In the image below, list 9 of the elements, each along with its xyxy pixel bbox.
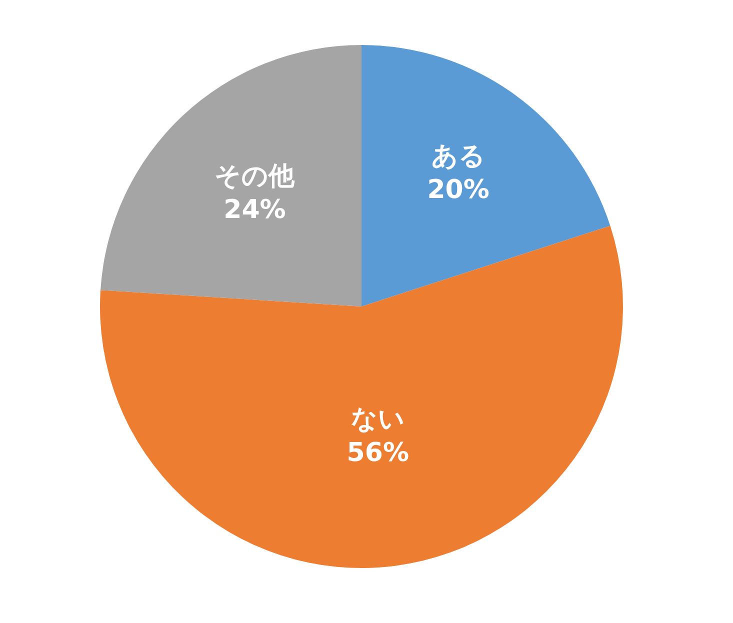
pie-slice (362, 45, 610, 306)
slice-label: その他 (214, 161, 296, 192)
data-label: 24% (224, 195, 286, 226)
data-label: 20% (427, 175, 490, 206)
pie-slice (100, 226, 622, 568)
data-label: 56% (346, 438, 410, 468)
slice-label: ある (431, 141, 486, 172)
pie-slice (100, 45, 362, 306)
slice-label: ない (350, 404, 405, 434)
